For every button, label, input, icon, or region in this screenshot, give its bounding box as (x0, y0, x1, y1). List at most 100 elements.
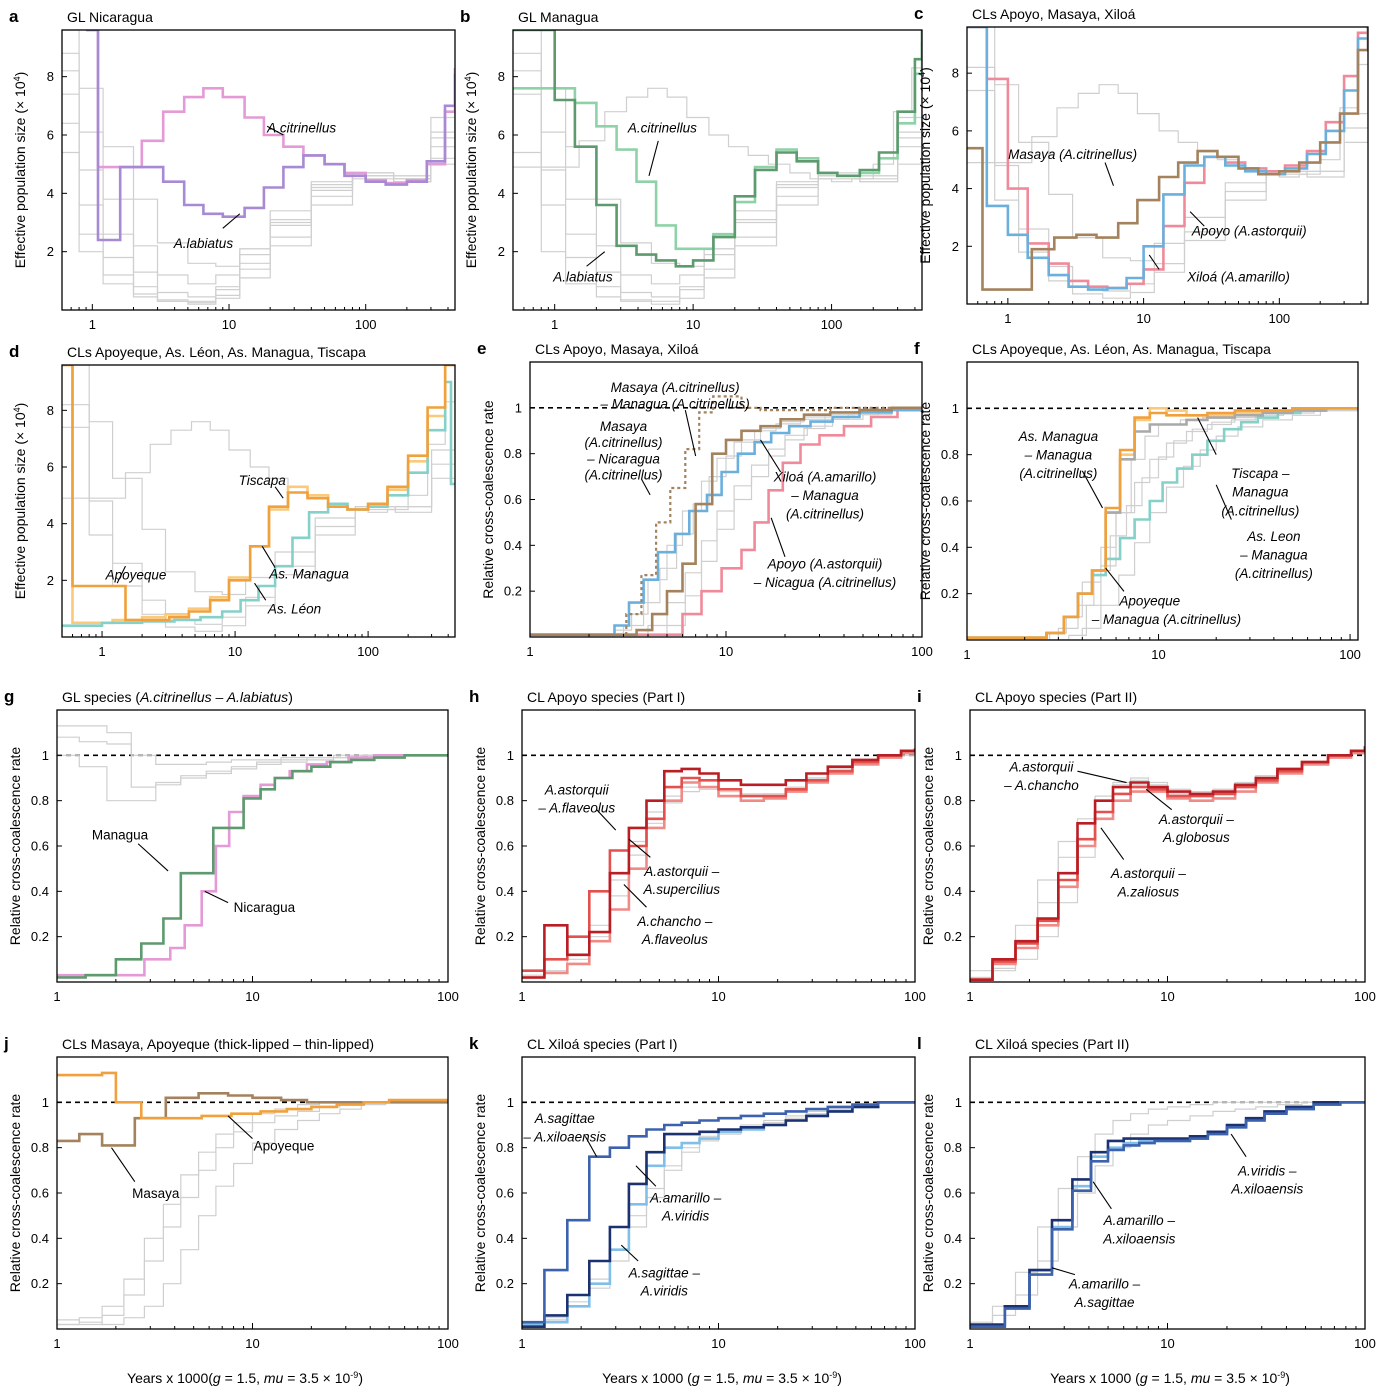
panel-title: CL Xiloá species (Part I) (527, 1036, 677, 1052)
y-tick-label: 0.6 (944, 1186, 962, 1201)
annotation-label: Tiscapa (239, 473, 287, 488)
annotation-label: – A.flaveolus (537, 800, 615, 815)
y-axis-label: Relative cross-coalescence rate (7, 1094, 23, 1293)
y-axis-label-part: Effective population size (× 10 (12, 81, 28, 268)
y-tick-label: 0.8 (504, 446, 522, 461)
y-tick-label: 8 (952, 66, 959, 81)
annotation-label: A.astorquii (1009, 760, 1075, 775)
annotation-leader-line (1051, 1267, 1076, 1276)
y-axis-label: Effective population size (× 104) (12, 72, 28, 269)
panel-title: GL species (A.citrinellus – A.labiatus) (62, 689, 293, 705)
series-line (530, 395, 922, 636)
annotation-label: A.labiatus (173, 236, 234, 251)
annotation-label: As. Managua (1018, 429, 1099, 444)
y-tick-label: 0.4 (31, 884, 49, 899)
annotation-leader-line (1189, 211, 1205, 227)
annotation-leader-line (222, 213, 241, 229)
panel-title-part: CL Apoyo species (Part II) (975, 689, 1137, 705)
annotation-label: – Managua (A.citrinellus) (599, 396, 749, 411)
x-tick-label: 10 (711, 989, 725, 1004)
x-tick-label: 100 (355, 317, 377, 332)
panel-title-part: A.citrinellus – A.labiatus (139, 689, 288, 705)
annotation-label: Apoyeque (1118, 594, 1180, 609)
y-tick-label: 0.6 (496, 839, 514, 854)
panel-letter: k (469, 1034, 479, 1053)
series-line (62, 365, 455, 622)
panel-title: CLs Apoyeque, As. Léon, As. Managua, Tis… (67, 344, 366, 360)
series-line (57, 1101, 448, 1326)
x-tick-label: 10 (245, 1336, 259, 1351)
annotation-label: Xiloá (A.amarillo) (773, 470, 877, 485)
annotation-label: – A.xiloaensis (522, 1129, 606, 1144)
y-axis-label: Effective population size (× 104) (463, 72, 479, 269)
x-axis-label-part: mu (743, 1370, 763, 1386)
series-line (967, 407, 1358, 639)
series-line (86, 30, 455, 242)
series-line (57, 754, 448, 977)
x-tick-label: 10 (719, 644, 733, 659)
annotation-label: Apoyeque (254, 1138, 315, 1153)
y-tick-label: 2 (498, 244, 505, 259)
y-axis-label: Relative cross-coalescence rate (480, 400, 496, 599)
series-line (62, 365, 455, 596)
annotation-leader-line (1197, 417, 1217, 455)
y-tick-label: 0.2 (944, 1276, 962, 1291)
x-tick-label: 1 (551, 317, 558, 332)
y-axis-label: Relative cross-coalescence rate (920, 747, 936, 946)
panel-j: j CLs Masaya, Apoyeque (thick-lipped – th… (3, 1034, 459, 1351)
annotation-leader-line (1104, 162, 1115, 186)
annotation-leader-line (620, 1244, 639, 1262)
panel-l: l CL Xiloá species (Part II) 1 10 100 0.2 0.4 0… (917, 1034, 1376, 1351)
series-group (57, 725, 448, 979)
y-axis-label: Effective population size (× 104) (12, 403, 28, 600)
panel-title-part: CLs Apoyeque, As. Léon, As. Managua, Tis… (67, 344, 366, 360)
y-axis-label-part: 4 (12, 76, 22, 81)
x-tick-label: 10 (1160, 1336, 1174, 1351)
y-tick-label: 1 (955, 1095, 962, 1110)
x-tick-label: 100 (904, 989, 926, 1004)
annotation-label: – Nicagua (A.citrinellus) (753, 575, 897, 590)
y-tick-label: 0.8 (941, 447, 959, 462)
x-axis-label-part: g (1140, 1370, 1148, 1386)
y-tick-label: 2 (952, 239, 959, 254)
y-tick-label: 0.8 (31, 1140, 49, 1155)
xlabels-layer: Years x 1000(g = 1.5, mu = 3.5 × 10-9) Ye… (127, 1370, 1290, 1386)
y-tick-label: 6 (952, 123, 959, 138)
plot-frame (56, 709, 449, 983)
x-tick-label: 1 (1004, 311, 1011, 326)
annotation-label: As. Leon (1246, 529, 1300, 544)
y-axis-label-part: Effective population size (× 10 (463, 81, 479, 268)
panel-title: CLs Apoyeque, As. Léon, As. Managua, Tis… (972, 341, 1271, 357)
annotation-label: As. Managua (268, 566, 349, 581)
y-axis-label: Effective population size (× 104) (917, 67, 933, 264)
x-tick-label: 10 (686, 317, 700, 332)
y-tick-label: 0.4 (941, 540, 959, 555)
x-axis-label-part: = 1.5, (1148, 1370, 1191, 1386)
panel-title-part: CL Apoyo species (Part I) (527, 689, 685, 705)
y-axis-label: Relative cross-coalescence rate (472, 747, 488, 946)
x-axis-label-part: = 1.5, (700, 1370, 743, 1386)
panel-letter: a (9, 7, 19, 26)
plot-frame (61, 29, 456, 311)
x-tick-label: 1 (966, 1336, 973, 1351)
panel-title-part: CL Xiloá species (Part II) (975, 1036, 1129, 1052)
annotation-label: Masaya (A.citrinellus) (611, 380, 740, 395)
y-tick-label: 0.8 (31, 793, 49, 808)
annotation-label: Xiloá (A.amarillo) (1186, 270, 1290, 285)
series-line (967, 27, 1368, 262)
annotation-label: Tiscapa – (1231, 466, 1290, 481)
y-axis-label-part: Effective population size (× 10 (12, 412, 28, 599)
y-tick-label: 0.4 (504, 538, 522, 553)
x-tick-label: 100 (1354, 989, 1376, 1004)
x-tick-label: 100 (821, 317, 843, 332)
annotation-label: A.astorquii – (1110, 866, 1187, 881)
annotation-label: A.flaveolus (641, 932, 708, 947)
annotation-label: Nicaragua (234, 900, 296, 915)
y-tick-label: 0.4 (496, 1231, 514, 1246)
x-tick-label: 10 (222, 317, 236, 332)
series-group (522, 1101, 915, 1328)
y-axis-label-part: ) (917, 67, 933, 72)
y-axis-label: Relative cross-coalescence rate (917, 402, 933, 601)
panel-letter: h (469, 687, 479, 706)
